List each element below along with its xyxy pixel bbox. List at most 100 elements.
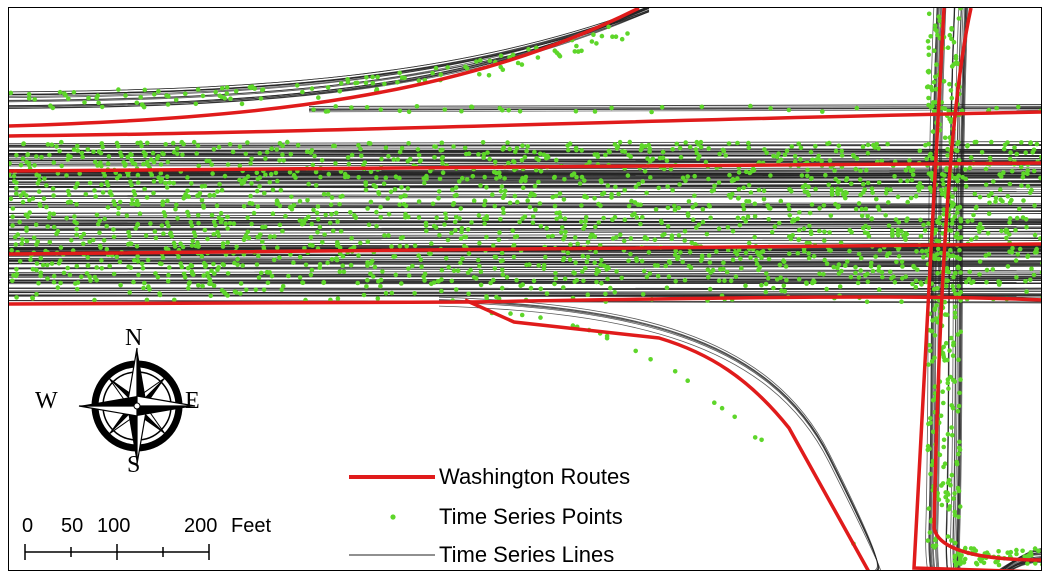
time-series-point — [804, 280, 809, 286]
time-series-point — [277, 203, 283, 209]
time-series-point — [594, 271, 599, 276]
time-series-point — [36, 280, 41, 286]
time-series-point — [926, 362, 931, 367]
time-series-point — [142, 153, 148, 158]
time-series-point — [526, 47, 531, 52]
time-series-point — [928, 348, 933, 354]
time-series-point — [342, 174, 348, 180]
time-series-point — [859, 213, 865, 218]
time-series-point — [919, 248, 925, 254]
map-frame[interactable]: N S W E — [8, 7, 1042, 571]
time-series-point — [924, 84, 930, 90]
time-series-point — [639, 258, 645, 264]
time-series-point — [183, 91, 188, 97]
time-series-point — [610, 34, 615, 39]
time-series-point — [481, 216, 487, 222]
time-series-point — [778, 275, 783, 281]
time-series-point — [240, 263, 245, 268]
time-series-point — [361, 292, 367, 298]
time-series-point — [21, 190, 26, 196]
time-series-point — [255, 176, 261, 182]
time-series-point — [554, 210, 559, 216]
time-series-point — [105, 205, 111, 210]
time-series-point — [676, 205, 682, 211]
time-series-point — [477, 263, 482, 269]
time-series-point — [325, 108, 331, 114]
time-series-point — [11, 174, 17, 179]
legend-item-time-series-points: Time Series Points — [349, 504, 623, 530]
time-series-point — [808, 229, 814, 234]
time-series-point — [26, 96, 32, 101]
time-series-point — [126, 241, 131, 247]
time-series-point — [57, 89, 63, 95]
time-series-point — [987, 155, 993, 161]
time-series-point — [707, 286, 713, 292]
time-series-point — [1034, 141, 1040, 147]
time-series-point — [172, 297, 177, 303]
map-canvas[interactable] — [9, 8, 1042, 571]
time-series-point — [301, 220, 307, 226]
time-series-point — [466, 251, 472, 256]
time-series-point — [158, 170, 164, 176]
time-series-point — [1014, 151, 1020, 157]
time-series-point — [703, 159, 709, 165]
time-series-point — [216, 144, 222, 150]
time-series-point — [212, 271, 217, 276]
time-series-point — [144, 195, 150, 200]
time-series-point — [668, 166, 674, 172]
time-series-point — [338, 169, 344, 174]
time-series-point — [388, 189, 394, 195]
time-series-point — [519, 158, 525, 163]
time-series-point — [946, 507, 952, 512]
time-series-line — [308, 104, 1041, 107]
time-series-point — [326, 171, 332, 177]
time-series-point — [598, 262, 603, 267]
time-series-point — [164, 174, 170, 179]
time-series-point — [652, 237, 658, 243]
time-series-point — [116, 211, 121, 216]
time-series-point — [431, 223, 437, 229]
time-series-point — [319, 157, 325, 163]
time-series-point — [981, 560, 987, 566]
time-series-point — [525, 144, 530, 149]
time-series-point — [171, 180, 176, 186]
time-series-point — [499, 285, 505, 291]
time-series-point — [572, 235, 578, 240]
time-series-point — [185, 265, 191, 271]
time-series-point — [230, 149, 236, 155]
time-series-point — [987, 200, 992, 206]
time-series-point — [315, 217, 321, 222]
time-series-point — [333, 161, 338, 166]
time-series-point — [200, 283, 205, 289]
time-series-point — [581, 278, 586, 284]
time-series-point — [968, 546, 974, 551]
time-series-point — [869, 260, 874, 266]
time-series-point — [462, 145, 468, 151]
time-series-point — [27, 210, 32, 215]
scale-tick-label: 0 — [22, 515, 34, 537]
scale-unit-label: Feet — [231, 515, 272, 537]
time-series-point — [306, 181, 312, 187]
time-series-point — [280, 228, 285, 234]
time-series-point — [963, 184, 969, 189]
time-series-point — [928, 519, 934, 524]
time-series-point — [47, 239, 53, 245]
time-series-point — [190, 271, 195, 277]
time-series-point — [721, 260, 726, 265]
time-series-point — [17, 259, 23, 264]
time-series-point — [802, 189, 808, 194]
time-series-point — [406, 109, 412, 115]
time-series-point — [928, 34, 933, 39]
time-series-point — [958, 216, 963, 222]
time-series-point — [500, 267, 505, 273]
time-series-point — [157, 261, 163, 266]
time-series-point — [17, 219, 22, 225]
time-series-point — [937, 215, 943, 220]
time-series-point — [956, 139, 961, 145]
time-series-point — [478, 183, 483, 188]
time-series-point — [71, 147, 77, 152]
time-series-point — [502, 188, 508, 194]
time-series-point — [938, 250, 944, 256]
time-series-point — [1031, 168, 1037, 174]
time-series-point — [65, 265, 70, 271]
